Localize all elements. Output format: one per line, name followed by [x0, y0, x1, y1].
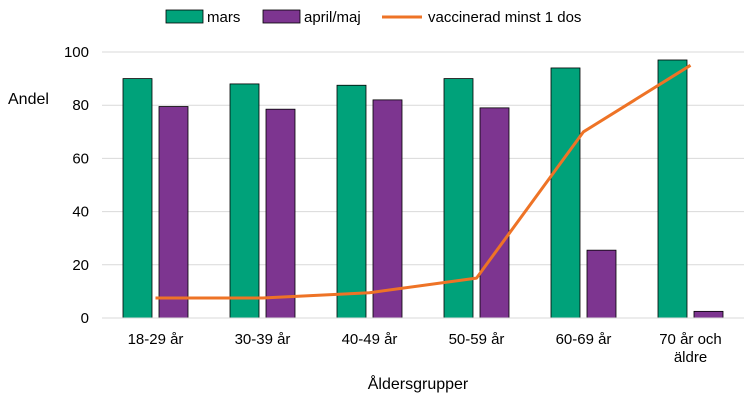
y-tick-label: 80: [72, 97, 89, 114]
legend: mars april/maj vaccinerad minst 1 dos: [165, 9, 581, 26]
x-tick-label: 18-29 år: [128, 331, 184, 348]
y-tick-labels: 0 20 40 60 80 100: [64, 44, 89, 327]
bar-mars-5: [657, 59, 688, 319]
bar-april-maj-5: [693, 310, 724, 319]
y-tick-label: 100: [64, 44, 89, 61]
x-tick-label: 70 år och äldre: [659, 331, 722, 366]
y-axis-label: Andel: [8, 91, 49, 108]
legend-swatch: [165, 9, 204, 24]
bar-april-maj-0: [158, 106, 189, 319]
bar-april-maj-2: [372, 99, 403, 319]
line-series: [155, 64, 692, 300]
bar-april-maj-4: [586, 249, 617, 319]
gridlines: [102, 51, 744, 266]
legend-label: april/maj: [304, 9, 361, 26]
bar-mars-0: [122, 78, 153, 319]
bar-april-maj-3: [479, 107, 510, 319]
y-tick-label: 0: [81, 310, 89, 327]
legend-item: april/maj: [262, 9, 361, 26]
bar-mars-2: [336, 84, 367, 319]
x-tick-label: 50-59 år: [449, 331, 505, 348]
x-axis-label: Åldersgrupper: [368, 374, 469, 393]
x-tick-label: 60-69 år: [556, 331, 612, 348]
x-tick-labels: 18-29 år 30-39 år 40-49 år 50-59 år 60-69 år…: [128, 331, 722, 366]
legend-swatch: [262, 9, 301, 24]
legend-label: vaccinerad minst 1 dos: [428, 9, 581, 26]
bars: [122, 59, 724, 319]
legend-item: vaccinerad minst 1 dos: [382, 9, 581, 26]
line-vaccinerad: [155, 64, 692, 300]
y-tick-label: 60: [72, 150, 89, 167]
x-tick-label: 30-39 år: [235, 331, 291, 348]
bar-april-maj-1: [265, 108, 296, 319]
y-tick-label: 40: [72, 204, 89, 221]
bar-mars-4: [550, 67, 581, 319]
legend-label: mars: [207, 9, 240, 26]
legend-item: mars: [165, 9, 240, 26]
x-tick-label: 40-49 år: [342, 331, 398, 348]
y-tick-label: 20: [72, 257, 89, 274]
bar-mars-1: [229, 83, 260, 319]
